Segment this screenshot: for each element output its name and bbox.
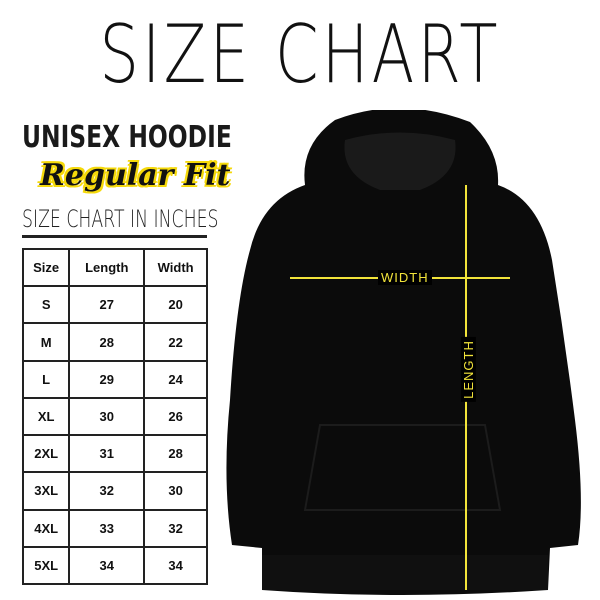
pocket [303,424,502,511]
header-size: Size [21,247,71,288]
hood-opening [344,132,456,190]
waistband [262,555,548,590]
table-row: 2XL 31 28 [21,434,208,474]
heading-underline [22,235,207,238]
header-width: Width [143,247,208,288]
cell: XL [21,396,71,437]
size-table: Size Length Width S 27 20 M 28 22 L 29 24 XL 30… [21,247,208,586]
cell: 28 [68,322,146,362]
cell: 29 [68,359,146,399]
cell: 5XL [21,545,71,586]
cell: 20 [143,285,208,325]
table-row: L 29 24 [21,359,208,399]
hoodie-image [226,110,581,595]
table-row: 4XL 33 32 [21,508,208,548]
table-row: XL 30 26 [21,396,208,437]
cell: 24 [143,359,208,399]
length-label: LENGTH [460,337,476,402]
table-row: S 27 20 [21,285,208,325]
cell: 32 [143,508,208,548]
cell: 31 [68,434,146,474]
header-length: Length [68,247,146,288]
table-row: 5XL 34 34 [21,545,208,586]
cell: 34 [68,545,146,586]
cell: 27 [68,285,146,325]
cell: 32 [68,471,146,511]
cell: 4XL [21,508,71,548]
cell: 34 [143,545,208,586]
cell: 2XL [21,434,71,474]
cell: L [21,359,71,399]
product-name: UNISEX HOODIE [22,120,232,155]
cell: 22 [143,322,208,362]
cell: 30 [68,396,146,437]
cell: 26 [143,396,208,437]
hoodie-body [226,110,581,595]
table-row: M 28 22 [21,322,208,362]
cell: 33 [68,508,146,548]
table-header-row: Size Length Width [21,247,208,288]
table-row: 3XL 32 30 [21,471,208,511]
cell: M [21,322,71,362]
cell: 30 [143,471,208,511]
chart-heading: SIZE CHART IN INCHES [22,205,219,233]
cell: 3XL [21,471,71,511]
fit-label: Regular Fit [40,158,231,193]
width-label: WIDTH [378,270,432,285]
page-title: SIZE CHART [99,8,501,101]
cell: S [21,285,71,325]
cell: 28 [143,434,208,474]
